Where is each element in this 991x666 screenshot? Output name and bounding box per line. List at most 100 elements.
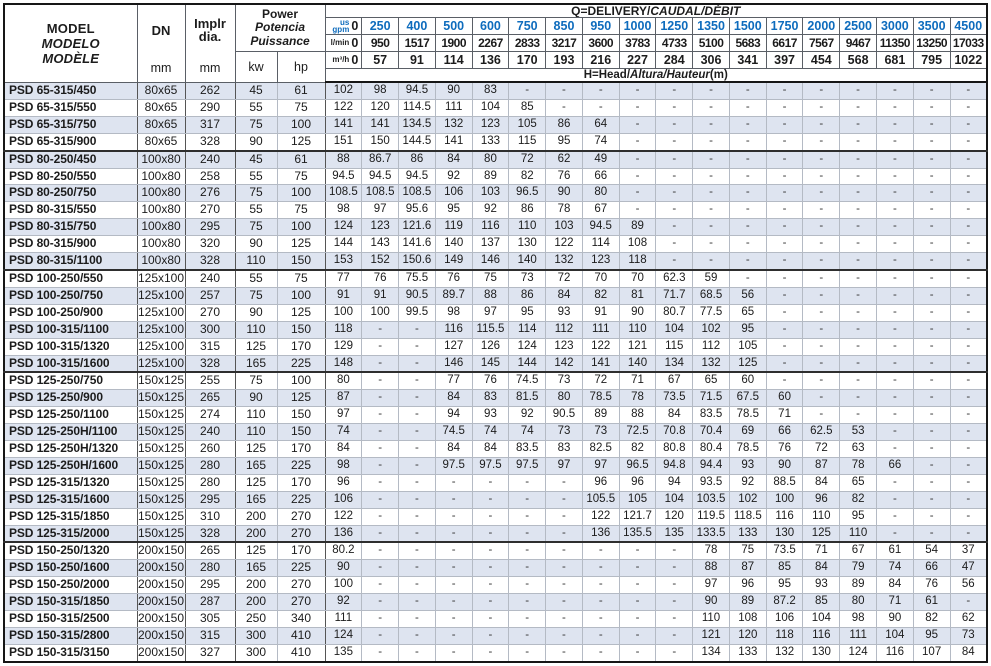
head-value-cell: 73 <box>545 423 583 442</box>
head-value-cell: - <box>361 406 400 425</box>
head-value-cell: - <box>949 440 988 458</box>
head-value-cell: - <box>508 473 547 492</box>
model-cell: PSD 80-315/550 <box>3 201 138 220</box>
head-value-cell: 132 <box>434 115 473 134</box>
head-value-cell: - <box>361 524 400 543</box>
lmin-zero-cell: l/min 0 <box>324 34 363 52</box>
table-row: PSD 125-315/1320 150x125 280 125 170 96- - - - - -… <box>3 473 988 492</box>
head-value-cell: 83.5 <box>692 406 730 425</box>
head-value-cell: 115 <box>655 337 694 356</box>
head-value-cell: 78 <box>545 201 583 220</box>
head-value-cell: 67 <box>581 201 620 220</box>
head-value-cell: - <box>434 643 473 663</box>
head-value-cell: - <box>398 610 436 628</box>
head-value-cell: 94.5 <box>581 218 620 237</box>
head-value-cell: 93 <box>471 406 510 425</box>
head-value-cell: 104 <box>655 490 694 509</box>
head-value-cell: 71.5 <box>692 389 730 408</box>
power-hp-cell: 225 <box>276 559 326 578</box>
power-kw-cell: 110 <box>234 423 278 442</box>
head-value-cell: - <box>912 115 951 134</box>
head-value-cell: - <box>839 286 877 305</box>
head-value-cell: 106 <box>765 610 804 628</box>
power-hp-cell: 170 <box>276 440 326 458</box>
head-value-cell: - <box>949 268 988 288</box>
col-header-power: Power Potencia Puissance <box>234 3 326 52</box>
head-value-cell: - <box>728 268 767 288</box>
head-value-cell: - <box>912 98 951 117</box>
head-value-cell: - <box>949 303 988 322</box>
gpm-value-header: 500 <box>434 17 473 35</box>
table-row: PSD 65-315/550 80x65 290 55 75 122 120 114.5 111… <box>3 98 988 117</box>
m3h-value-header: 454 <box>802 51 841 69</box>
lmin-zero-value: 0 <box>351 36 359 50</box>
table-row: PSD 80-315/750 100x80 295 75 100 124 123 121.6 1… <box>3 218 988 237</box>
impeller-dia-cell: 258 <box>184 167 236 186</box>
head-value-cell: 116 <box>765 507 804 526</box>
dn-cell: 200x150 <box>136 627 186 645</box>
head-value-cell: 94.8 <box>655 456 694 475</box>
model-cell: PSD 65-315/550 <box>3 98 138 117</box>
table-row: PSD 65-315/450 80x65 262 45 61 102 98 94.5 90 83-… <box>3 81 988 100</box>
head-value-cell: - <box>581 98 620 117</box>
head-value-cell: 135 <box>324 643 363 663</box>
impeller-dia-cell: 295 <box>184 490 236 509</box>
head-value-cell: 100 <box>324 576 363 595</box>
head-value-cell: 105 <box>728 337 767 356</box>
head-value-cell: - <box>398 440 436 458</box>
gpm-value-header: 1000 <box>618 17 657 35</box>
head-value-cell: - <box>875 371 914 391</box>
pump-performance-table: MODEL MODELO MODÈLE DN mm Implr dia. mm <box>3 3 988 663</box>
head-value-cell: 146 <box>471 252 510 271</box>
impeller-dia-cell: 270 <box>184 201 236 220</box>
head-value-cell: 118 <box>618 252 657 271</box>
dn-cell: 125x100 <box>136 354 186 373</box>
head-value-cell: 71 <box>875 593 914 612</box>
head-value-cell: 105 <box>618 490 657 509</box>
head-value-cell: 136 <box>324 524 363 543</box>
m3h-value-header: 681 <box>875 51 914 69</box>
head-value-cell: 81 <box>618 286 657 305</box>
head-value-cell: - <box>765 303 804 322</box>
lmin-value-header: 11350 <box>875 34 914 52</box>
power-kw-cell: 110 <box>234 406 278 425</box>
head-value-cell: - <box>655 235 694 254</box>
head-value-cell: - <box>618 98 657 117</box>
head-value-cell: - <box>692 167 730 186</box>
lmin-value-header: 3600 <box>581 34 620 52</box>
power-kw-cell: 110 <box>234 320 278 339</box>
head-value-cell: - <box>765 320 804 339</box>
power-hp-cell: 125 <box>276 235 326 254</box>
head-value-cell: - <box>655 81 694 100</box>
head-value-cell: - <box>508 576 547 595</box>
head-value-cell: 133.5 <box>692 524 730 543</box>
head-value-cell: 141 <box>434 132 473 152</box>
head-value-cell: 104 <box>802 610 841 628</box>
head-value-cell: 62.3 <box>655 268 694 288</box>
impeller-dia-cell: 290 <box>184 98 236 117</box>
head-value-cell: 78 <box>618 389 657 408</box>
power-kw-cell: 250 <box>234 610 278 628</box>
gpm-value-header: 1500 <box>728 17 767 35</box>
q-title-main: Q=DELIVERY/ <box>571 4 651 18</box>
head-value-cell: 145 <box>471 354 510 373</box>
head-value-cell: - <box>618 627 657 645</box>
dn-cell: 150x125 <box>136 524 186 543</box>
head-value-cell: - <box>875 337 914 356</box>
head-value-cell: 97.5 <box>434 456 473 475</box>
dn-cell: 150x125 <box>136 440 186 458</box>
head-value-cell: - <box>802 252 841 271</box>
head-value-cell: - <box>692 115 730 134</box>
head-value-cell: - <box>765 115 804 134</box>
head-value-cell: 84 <box>655 406 694 425</box>
head-value-cell: - <box>618 115 657 134</box>
gpm-value-header: 2500 <box>839 17 877 35</box>
head-value-cell: 66 <box>581 167 620 186</box>
head-value-cell: 135.5 <box>618 524 657 543</box>
head-value-cell: - <box>471 610 510 628</box>
head-value-cell: - <box>728 98 767 117</box>
power-kw-cell: 90 <box>234 389 278 408</box>
head-value-cell: - <box>802 389 841 408</box>
table-row: PSD 125-250H/1320 150x125 260 125 170 84- -84 8… <box>3 440 988 458</box>
head-value-cell: 86 <box>508 286 547 305</box>
